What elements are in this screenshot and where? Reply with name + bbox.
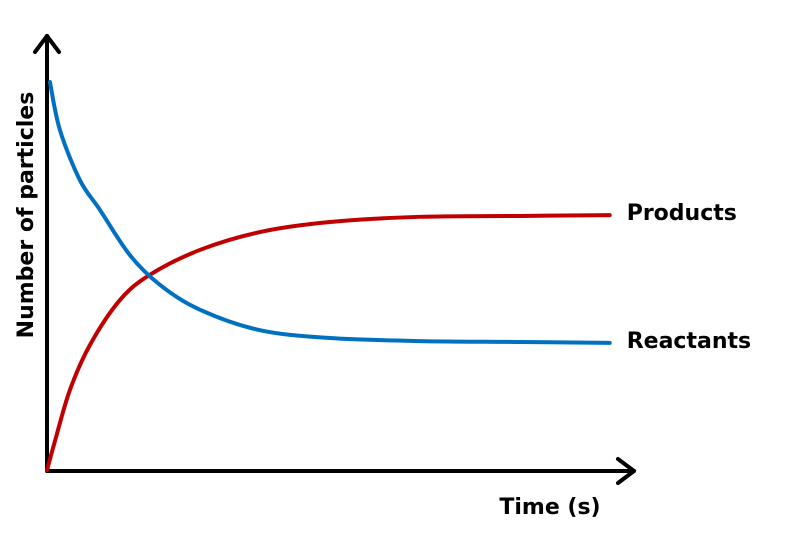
y-axis-label: Number of particles — [14, 92, 39, 339]
x-axis-arrow — [616, 457, 636, 485]
series-line — [47, 80, 612, 345]
axes — [33, 34, 636, 485]
x-axis-label: Time (s) — [499, 495, 600, 520]
series-label: Products — [627, 201, 737, 226]
series-label: Reactants — [627, 329, 751, 354]
y-axis-arrow — [33, 34, 61, 54]
series-line — [45, 213, 612, 473]
